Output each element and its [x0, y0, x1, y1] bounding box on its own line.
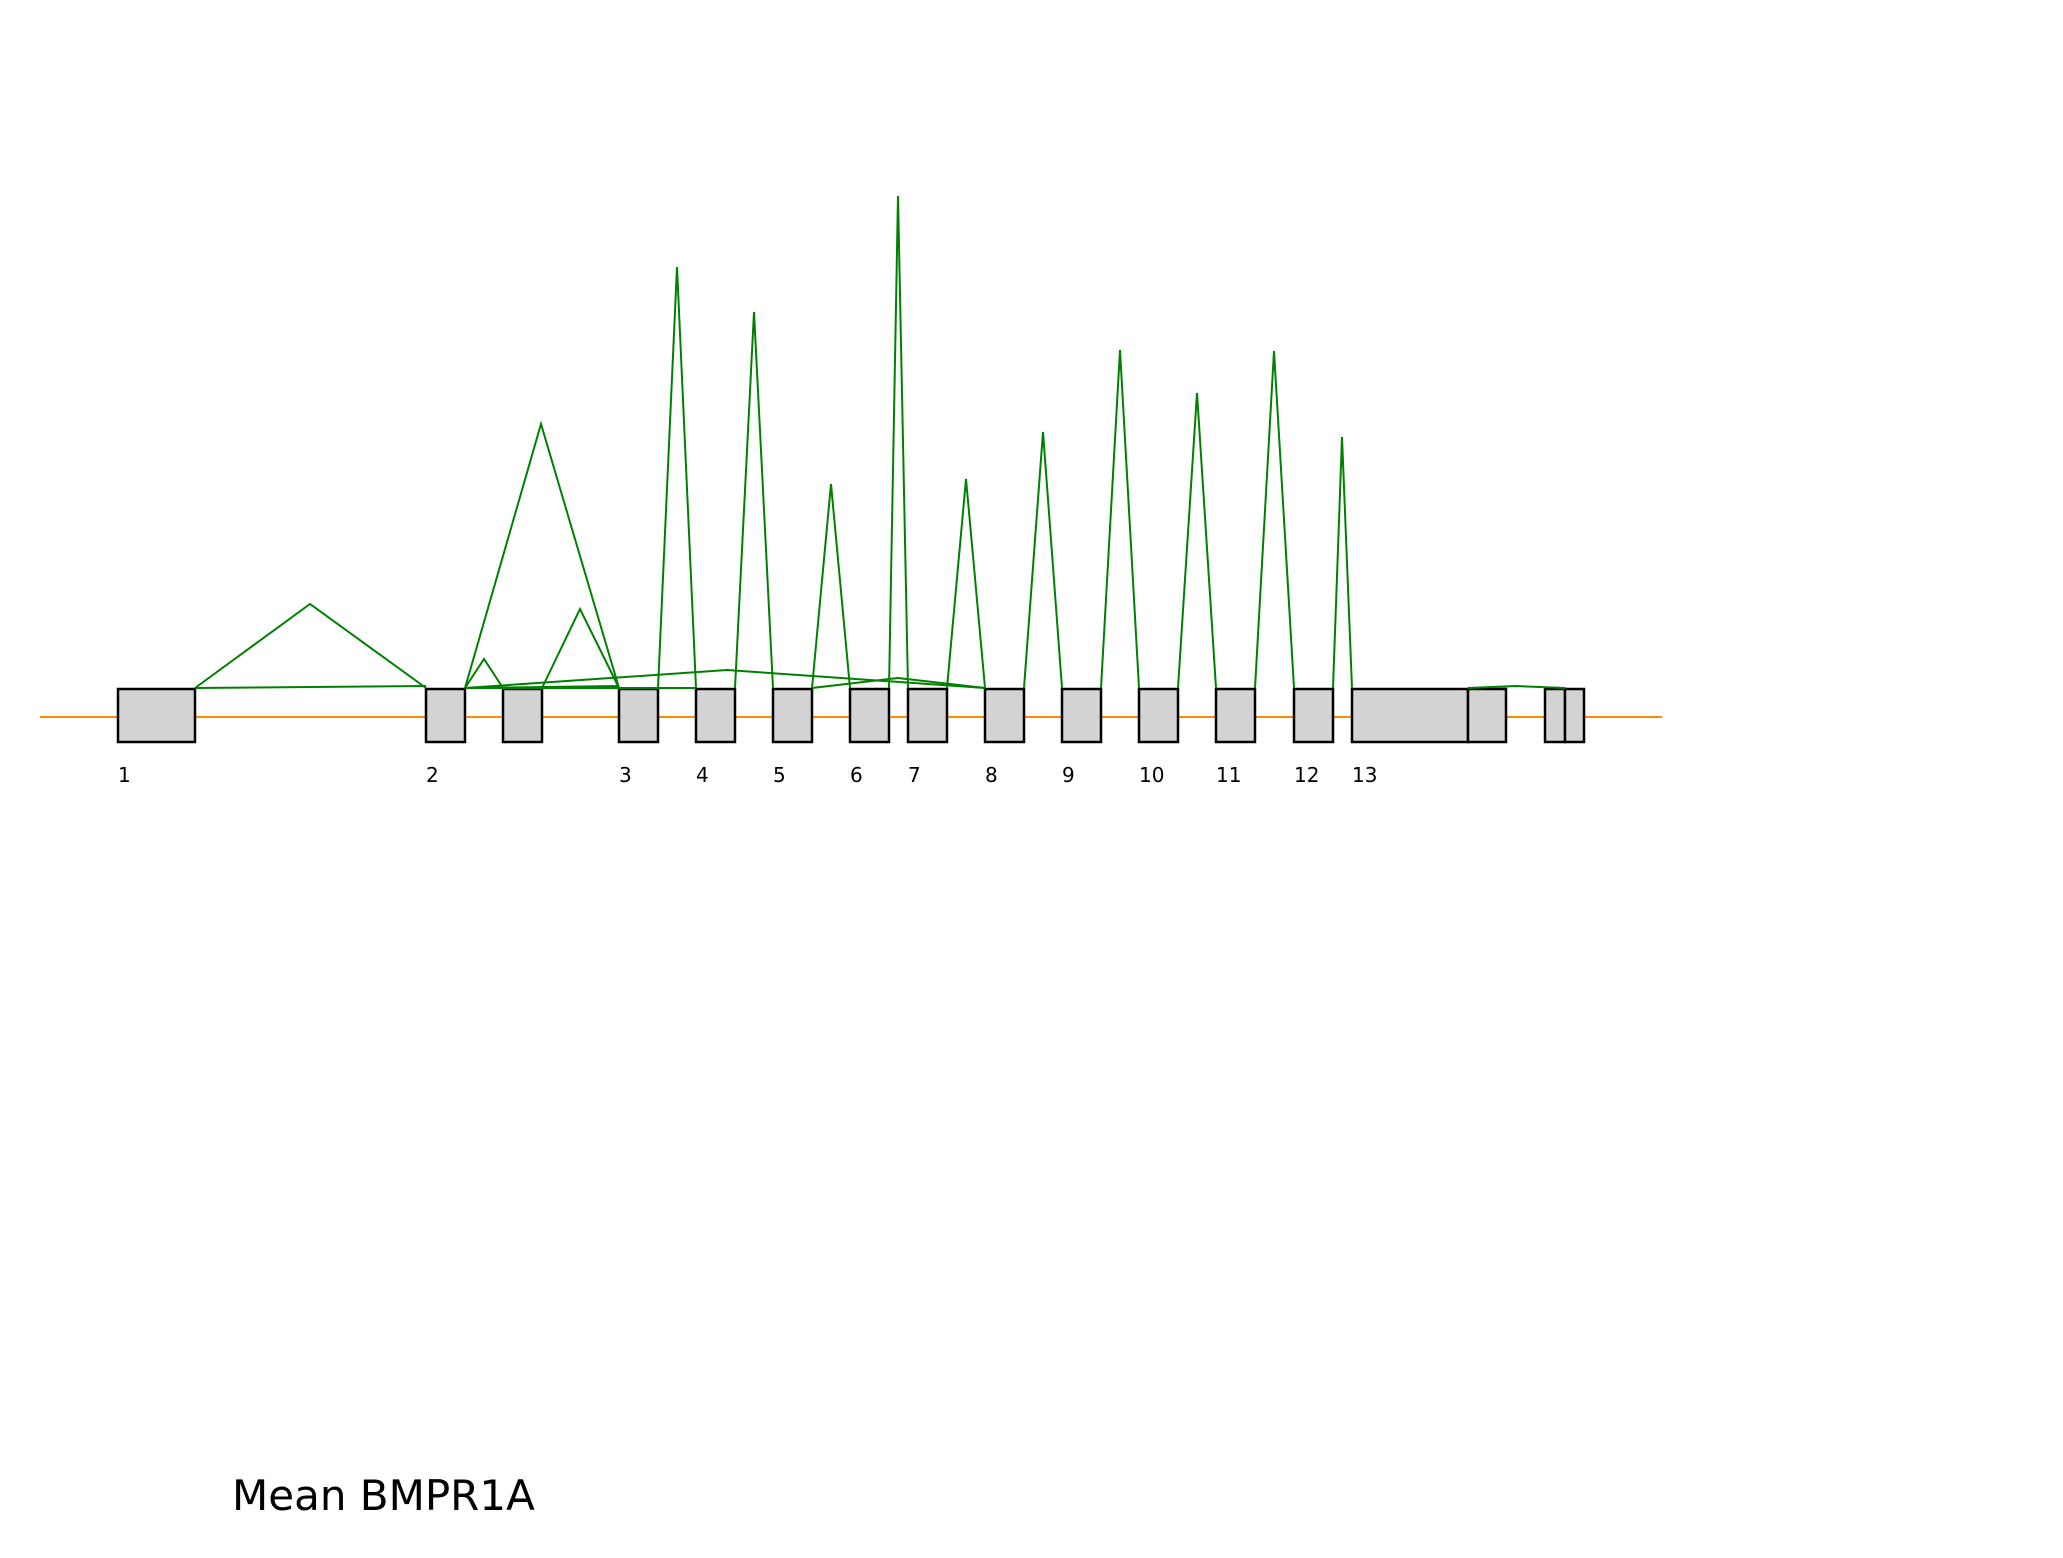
exon-label: 13 [1352, 763, 1377, 787]
exon-block [617, 687, 660, 744]
junction-arc [1100, 349, 1140, 689]
exon-block [1543, 687, 1567, 744]
exon-block [1350, 687, 1470, 744]
exon-label: 9 [1062, 763, 1075, 787]
junction-arc [464, 657, 504, 689]
junction-arc [811, 676, 986, 689]
exon-block [424, 687, 467, 744]
junction-arc [194, 602, 427, 689]
junction-arc [946, 478, 986, 689]
junction-arc [1332, 436, 1353, 689]
exon-block [1137, 687, 1180, 744]
exon-block [771, 687, 814, 744]
exon-block [1466, 687, 1508, 744]
junction-arc [811, 483, 851, 689]
exon-block [501, 687, 544, 744]
exon-label: 3 [619, 763, 632, 787]
exon-block [983, 687, 1026, 744]
exon-label: 1 [118, 763, 131, 787]
exon-block [906, 687, 949, 744]
junction-arc [1177, 392, 1217, 689]
junction-arc [1023, 431, 1063, 689]
exon-block [1563, 687, 1586, 744]
junction-arc [1254, 350, 1295, 689]
exon-labels: 1 2 3 4 5 6 7 8 9 10 11 12 13 [118, 763, 1377, 787]
exon-block [694, 687, 737, 744]
exon-block [1060, 687, 1103, 744]
exon-label: 8 [985, 763, 998, 787]
exon-label: 11 [1216, 763, 1241, 787]
junction-arc [464, 420, 620, 689]
exon-block [848, 687, 891, 744]
exon-label: 12 [1294, 763, 1319, 787]
exon-label: 7 [908, 763, 921, 787]
junction-arc [1467, 684, 1566, 689]
exon-block [1292, 687, 1335, 744]
exon-block [1214, 687, 1257, 744]
junction-arc [657, 266, 697, 689]
junction-arc [464, 668, 986, 689]
junction-arc [541, 606, 620, 689]
junction-arc [888, 195, 909, 689]
exon-label: 6 [850, 763, 863, 787]
plot-title: Mean BMPR1A [232, 1471, 535, 1520]
exon-label: 5 [773, 763, 786, 787]
exon-label: 4 [696, 763, 709, 787]
junction-arc [734, 311, 774, 689]
junction-arcs [194, 195, 1566, 689]
exon-block [116, 687, 197, 744]
exon-blocks [116, 687, 1586, 744]
junction-arc [194, 685, 427, 689]
exon-label: 2 [426, 763, 439, 787]
exon-label: 10 [1139, 763, 1164, 787]
